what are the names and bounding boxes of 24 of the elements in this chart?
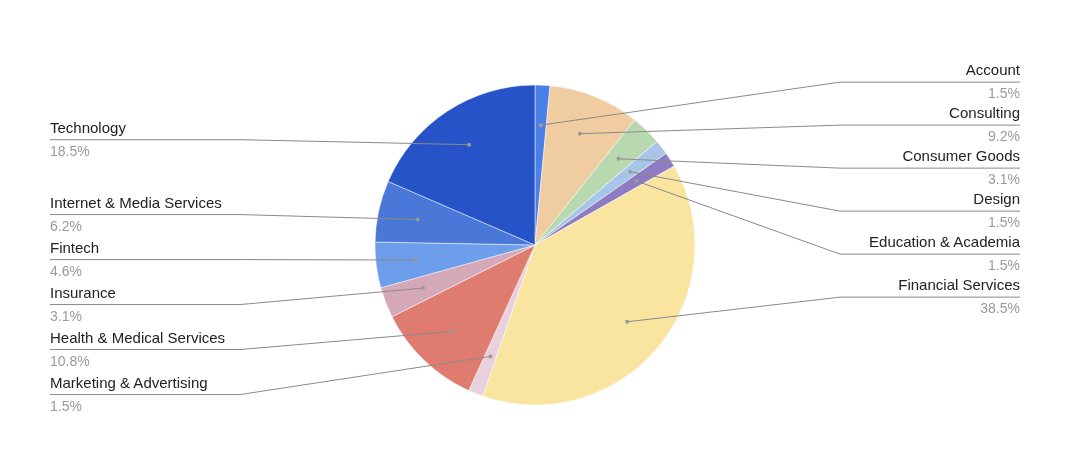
data-label: 38.5% (980, 300, 1020, 317)
slice-label: Health & Medical Services (50, 328, 226, 346)
slice-label: Technology (50, 118, 127, 136)
data-label: 18.5% (50, 142, 90, 159)
slice-label: Education & Academia (869, 233, 1021, 251)
slice-label: Fintech (50, 238, 100, 256)
data-label: 1.5% (50, 397, 82, 414)
data-label: 6.2% (50, 217, 82, 234)
slice-label: Consulting (949, 104, 1020, 122)
slice-label: Marketing & Advertising (50, 373, 208, 391)
data-label: 1.5% (988, 214, 1020, 231)
slice-label: Internet & Media Services (50, 193, 222, 211)
slice-label: Insurance (50, 283, 116, 301)
data-label: 1.5% (988, 257, 1020, 274)
slice-label: Consumer Goods (902, 147, 1020, 165)
slice-label: Design (973, 190, 1020, 208)
slice-label: Account (965, 61, 1021, 79)
data-label: 10.8% (50, 352, 90, 369)
data-label: 1.5% (988, 85, 1020, 102)
slice-label: Financial Services (898, 276, 1020, 294)
data-label: 3.1% (988, 171, 1020, 188)
data-label: 3.1% (50, 307, 82, 324)
data-label: 9.2% (988, 128, 1020, 145)
data-label: 4.6% (50, 262, 82, 279)
